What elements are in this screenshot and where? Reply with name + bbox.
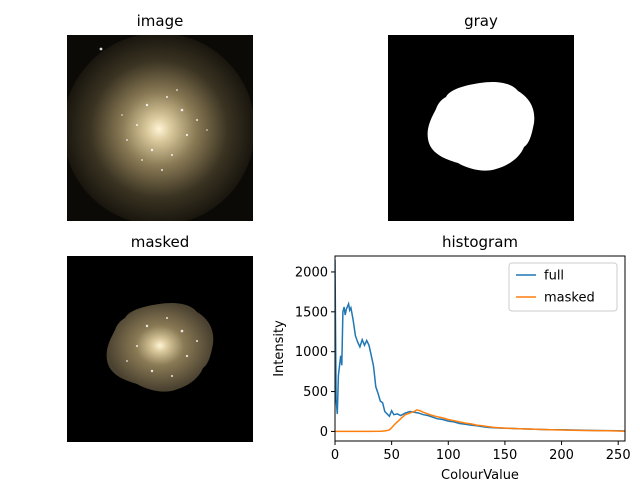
histogram-title: histogram bbox=[441, 233, 519, 251]
gray-title: gray bbox=[464, 12, 498, 30]
y-axis-label: Intensity bbox=[272, 320, 287, 377]
x-tick-label-150: 150 bbox=[493, 448, 518, 463]
y-tick-label-500: 500 bbox=[303, 385, 328, 400]
masked-title: masked bbox=[130, 233, 190, 251]
galaxy-image bbox=[67, 35, 253, 221]
x-tick-label-0: 0 bbox=[331, 448, 339, 463]
series-line-masked bbox=[335, 409, 625, 433]
x-tick-label-50: 50 bbox=[383, 448, 400, 463]
x-tick-label-100: 100 bbox=[436, 448, 461, 463]
image-title: image bbox=[136, 12, 184, 30]
gray-mask-image bbox=[388, 35, 574, 221]
x-tick-label-200: 200 bbox=[549, 448, 574, 463]
masked-image bbox=[67, 256, 253, 442]
legend-label-masked: masked bbox=[544, 291, 595, 306]
x-tick-label-250: 250 bbox=[606, 448, 631, 463]
y-tick-label-0: 0 bbox=[320, 425, 328, 440]
axes-frame bbox=[334, 255, 626, 442]
x-axis-label: ColourValue bbox=[441, 468, 519, 480]
y-tick-label-1000: 1000 bbox=[295, 345, 328, 360]
plot-area: 0 50 100 150 200 250 0 500 1000 1500 2000 ColourVal… bbox=[272, 255, 631, 480]
y-tick-label-1500: 1500 bbox=[295, 305, 328, 320]
y-tick-label-2000: 2000 bbox=[295, 265, 328, 280]
legend-label-full: full bbox=[544, 269, 564, 284]
